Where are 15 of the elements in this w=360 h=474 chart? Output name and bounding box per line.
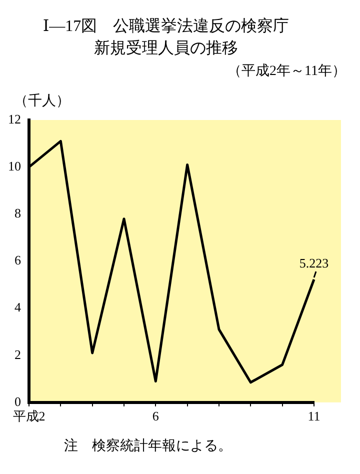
chart-subtitle: （平成2年～11年） <box>228 62 346 80</box>
y-tick-label: 8 <box>14 206 21 221</box>
y-tick-label: 6 <box>14 252 22 268</box>
text: 注 検察統計年報による。 <box>64 437 232 455</box>
y-tick-label: 0 <box>14 394 21 409</box>
data-label: 5.223 <box>299 255 329 270</box>
x-tick-label: 平成2 <box>12 408 46 424</box>
x-tick-label: 11 <box>308 408 320 424</box>
y-axis-title: （千人） <box>14 92 70 110</box>
x-tick-label: 6 <box>152 408 160 424</box>
y-tick-label: 10 <box>8 158 21 174</box>
y-tick-label: 4 <box>14 300 22 315</box>
chart-title: Ⅰ—17図 公職選挙法違反の検察庁新規受理人員の推移 <box>42 16 290 59</box>
y-tick-label: 2 <box>14 346 21 362</box>
y-tick-label: 12 <box>8 111 21 126</box>
